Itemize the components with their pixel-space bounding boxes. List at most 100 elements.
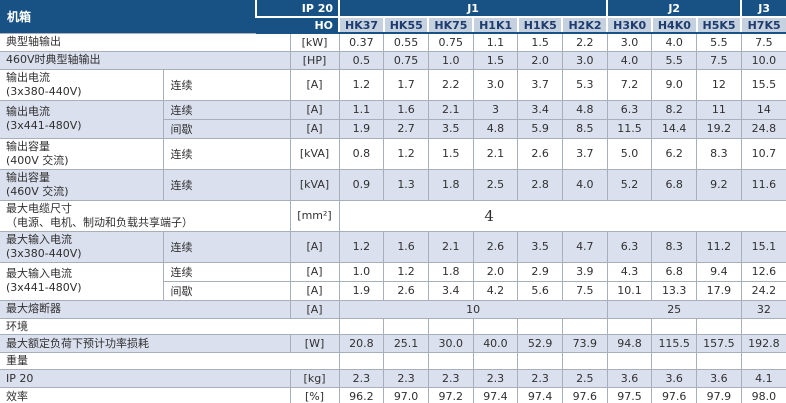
table-row: 输出容量 (400V 交流) 连续 [kVA] 0.8 1.2 1.5 2.1 2.6 3.7 5.…: [0, 137, 786, 170]
row-label: 输出容量 (400V 交流): [0, 137, 164, 170]
row-label-line1: 最大额定负荷下预计功率损耗: [6, 336, 149, 350]
model-header-h2k2: H2K2: [561, 17, 608, 34]
empty-cell: [696, 317, 742, 336]
table-row: 输出电流 (3x380-440V) 连续 [A] 1.2 1.7 2.2 3.0 3.7 5.3 7…: [0, 68, 786, 101]
row-sublabel: 间歇: [163, 118, 291, 139]
cell-value: 52.9: [517, 334, 563, 354]
row-sublabel: 连续: [162, 68, 291, 101]
empty-cell: [740, 352, 786, 370]
cell-value: 97.6: [651, 387, 698, 403]
row-label-line1: 最大输入电流: [6, 267, 72, 281]
row-unit: [kVA]: [289, 137, 340, 170]
row-unit: [%]: [289, 387, 340, 403]
cell-value: 3: [472, 99, 519, 120]
cell-value: 1.6: [383, 230, 429, 263]
cell-value: 14: [740, 99, 786, 120]
cell-value: 2.1: [427, 230, 474, 263]
row-label-line1: 输出电流: [6, 105, 50, 119]
cell-value: 14.4: [651, 118, 698, 139]
cell-value: 6.3: [606, 99, 653, 120]
section-label: 环境: [0, 317, 340, 336]
cell-value: 9.4: [696, 261, 742, 282]
row-label: 输出电流 (3x441-480V): [0, 99, 164, 139]
cell-value: 6.3: [606, 230, 653, 263]
cell-value: 1.2: [338, 230, 385, 263]
cell-value: 3.5: [517, 230, 563, 263]
model-header-h1k5: H1K5: [516, 17, 563, 34]
cell-value: 1.2: [383, 261, 429, 282]
cell-value: 11.2: [696, 230, 742, 263]
cell-value: 9.0: [651, 68, 698, 101]
row-label-line2: (3x380-440V): [6, 84, 82, 98]
cell-value: 12: [696, 68, 742, 101]
cell-value: 40.0: [472, 334, 519, 354]
cell-value: 3.7: [561, 137, 608, 170]
cell-value: 73.9: [561, 334, 608, 354]
overload-mode-header: HO: [256, 17, 340, 34]
header-row-models: HO HK37 HK55 HK75 H1K1 H1K5 H2K2 H3K0 H4K0 H5K5 H…: [0, 17, 786, 34]
section-label: 重量: [0, 352, 340, 370]
table-row: 最大额定负荷下预计功率损耗 [W] 20.8 25.1 30.0 40.0 52.9 73.9…: [0, 334, 786, 354]
cell-value: 2.3: [472, 369, 519, 388]
cell-value: 7.2: [606, 68, 653, 101]
row-sublabel: 连续: [162, 137, 291, 170]
cell-value: 1.5: [472, 50, 519, 70]
cell-value: 5.5: [696, 32, 742, 52]
cell-value: 3.6: [696, 369, 742, 388]
cell-value: 4.0: [651, 32, 698, 52]
empty-cell: [561, 352, 608, 370]
row-label: IP 20: [0, 369, 291, 388]
row-unit: [kVA]: [289, 168, 340, 201]
cell-value: 10.1: [606, 280, 653, 301]
cell-value: 4.0: [606, 50, 653, 70]
row-sublabel: 间歇: [163, 280, 291, 301]
table-row: 间歇 [A] 1.9 2.7 3.5 4.8 5.9 8.5 11.5 14.4 19.2 24.8: [0, 118, 786, 139]
row-unit: [A]: [289, 99, 340, 120]
table-row: 最大输入电流 (3x380-440V) 连续 [A] 1.2 1.6 2.1 2.6 3.5 4.…: [0, 230, 786, 263]
cell-value: 1.1: [472, 32, 519, 52]
row-unit: [A]: [289, 118, 340, 139]
group-header-j1: J1: [338, 0, 608, 18]
cell-value: 3.9: [561, 261, 608, 282]
cell-value: 19.2: [696, 118, 742, 139]
header-row-groups: 机箱 IP 20 J1 J2 J3: [0, 0, 786, 33]
cell-value: 115.5: [651, 334, 698, 354]
row-unit: [A]: [289, 68, 340, 101]
model-header-h5k5: H5K5: [695, 17, 742, 34]
empty-cell: [651, 317, 698, 336]
model-header-h1k1: H1K1: [472, 17, 518, 34]
cell-value: 24.2: [740, 280, 786, 301]
cell-value: 4: [484, 206, 494, 225]
row-unit: [A]: [289, 280, 340, 301]
cell-value: 2.9: [517, 261, 563, 282]
cell-value: 2.0: [517, 50, 563, 70]
cell-value: 2.2: [561, 32, 608, 52]
empty-cell: [338, 317, 385, 336]
table-row: 输出电流 (3x441-480V) 连续 [A] 1.1 1.6 2.1 3 3.4 4.8 6.3…: [0, 99, 786, 139]
empty-cell: [696, 352, 742, 370]
cell-value: 5.6: [517, 280, 563, 301]
table-body: 典型轴输出 [kW] 0.37 0.55 0.75 1.1 1.5 2.2 3.0 4.0 5.5 7…: [0, 32, 786, 403]
cell-value: 0.5: [338, 50, 385, 70]
cell-value: 3.4: [427, 280, 474, 301]
cell-value: 11: [696, 99, 742, 120]
row-sublabel: 连续: [162, 99, 291, 120]
empty-cell: [427, 317, 474, 336]
cell-value: 3.4: [517, 99, 563, 120]
cell-value: 4.3: [606, 261, 653, 282]
row-label: 最大熔断器: [0, 299, 291, 319]
cell-value: 4.7: [561, 230, 608, 263]
cell-value: 3.0: [472, 68, 519, 101]
cell-value: 1.0: [338, 261, 385, 282]
cell-value: 8.3: [651, 230, 698, 263]
cell-value: 3.7: [517, 68, 563, 101]
row-label-line1: 输出电流: [6, 70, 50, 84]
row-unit: [A]: [289, 299, 340, 319]
cell-value: 1.0: [427, 50, 474, 70]
cell-value: 17.9: [696, 280, 742, 301]
empty-cell: [383, 352, 429, 370]
cell-value: 3.5: [427, 118, 474, 139]
cell-value: 1.5: [517, 32, 563, 52]
cell-value: 8.3: [696, 137, 742, 170]
